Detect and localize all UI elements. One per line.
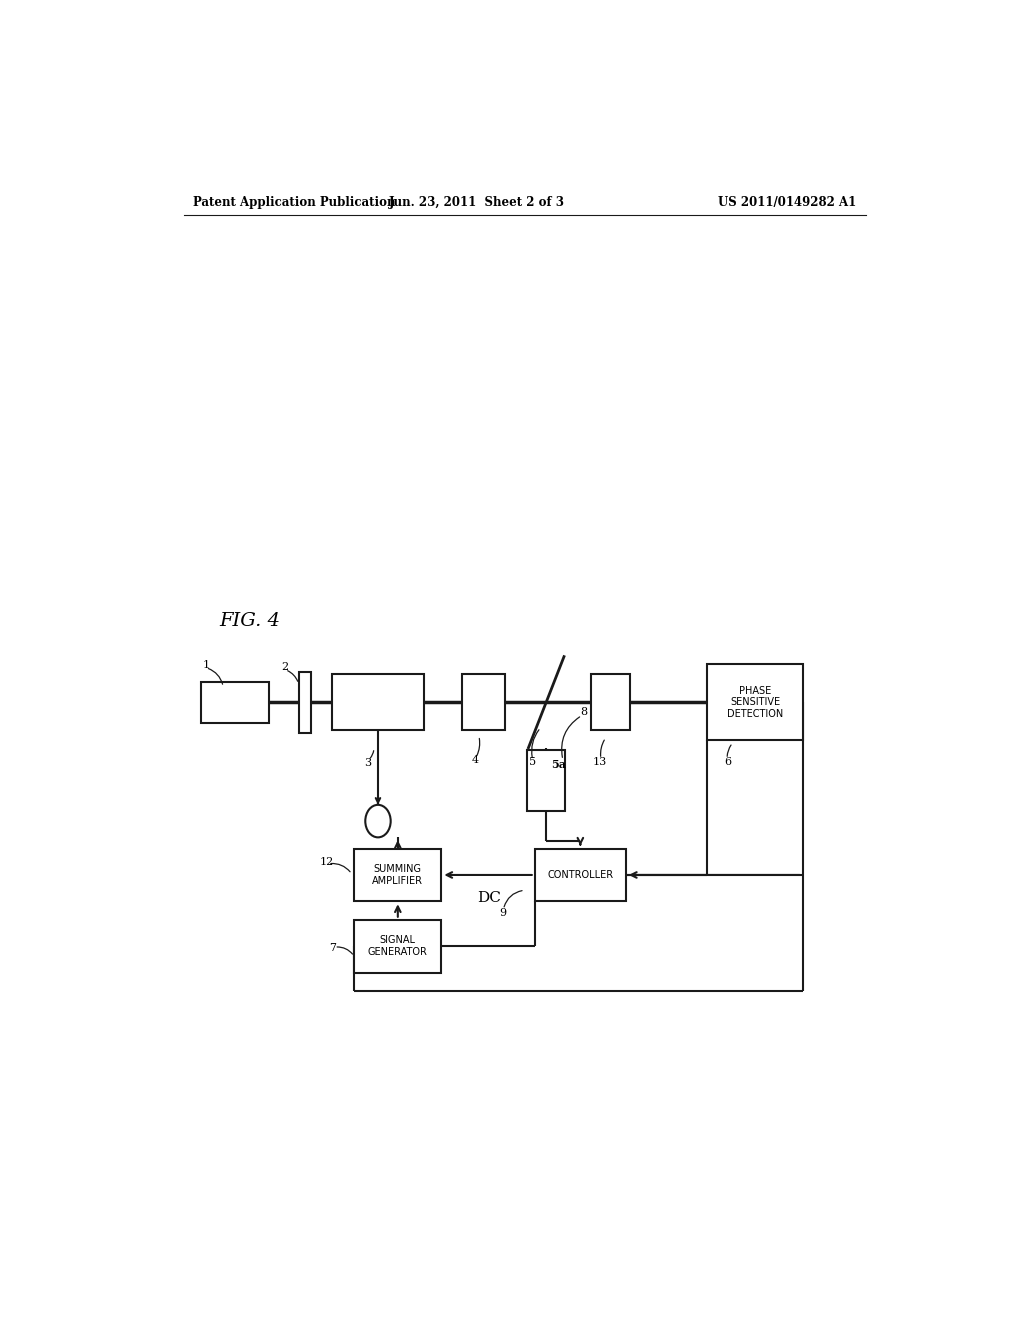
FancyBboxPatch shape (708, 664, 803, 741)
FancyBboxPatch shape (527, 750, 565, 810)
Text: 5a: 5a (551, 759, 565, 770)
FancyBboxPatch shape (299, 672, 311, 733)
Text: US 2011/0149282 A1: US 2011/0149282 A1 (718, 195, 856, 209)
Text: Jun. 23, 2011  Sheet 2 of 3: Jun. 23, 2011 Sheet 2 of 3 (389, 195, 565, 209)
Text: 7: 7 (330, 944, 336, 953)
FancyBboxPatch shape (462, 675, 506, 730)
Text: 9: 9 (499, 908, 506, 917)
Text: 2: 2 (282, 661, 289, 672)
Text: SUMMING
AMPLIFIER: SUMMING AMPLIFIER (373, 865, 423, 886)
Text: 12: 12 (319, 857, 334, 867)
Text: 3: 3 (365, 758, 372, 768)
FancyBboxPatch shape (333, 675, 424, 730)
FancyBboxPatch shape (592, 675, 630, 730)
Text: 6: 6 (724, 758, 731, 767)
Text: 4: 4 (472, 755, 479, 766)
Text: 8: 8 (580, 708, 587, 717)
Text: Patent Application Publication: Patent Application Publication (194, 195, 395, 209)
Text: FIG. 4: FIG. 4 (219, 612, 281, 630)
FancyBboxPatch shape (354, 849, 441, 902)
FancyBboxPatch shape (354, 920, 441, 973)
Text: CONTROLLER: CONTROLLER (547, 870, 613, 880)
Text: 1: 1 (202, 660, 209, 669)
Text: 5: 5 (529, 758, 537, 767)
FancyBboxPatch shape (202, 682, 269, 722)
FancyBboxPatch shape (535, 849, 626, 902)
Text: PHASE
SENSITIVE
DETECTION: PHASE SENSITIVE DETECTION (727, 685, 783, 719)
Text: SIGNAL
GENERATOR: SIGNAL GENERATOR (368, 936, 428, 957)
Text: 13: 13 (593, 758, 607, 767)
Text: DC: DC (477, 891, 501, 906)
